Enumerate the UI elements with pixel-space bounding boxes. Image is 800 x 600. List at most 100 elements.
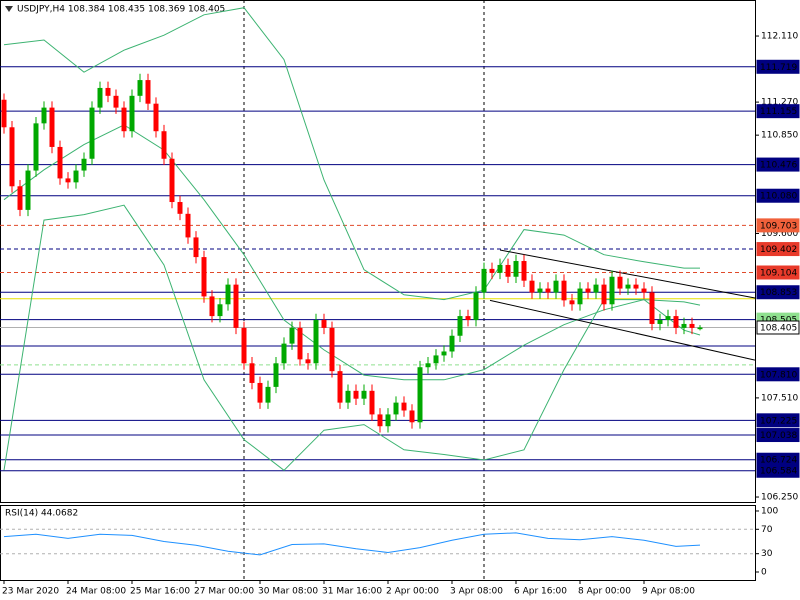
candle-body	[217, 304, 223, 317]
candle-body	[593, 284, 599, 293]
candle-body	[129, 95, 135, 132]
candle-body	[225, 284, 231, 305]
x-tick-label: 8 Apr 00:00	[578, 587, 631, 597]
level-label: 106.584	[760, 467, 797, 477]
candle-body	[481, 268, 487, 293]
level-label-bg	[756, 218, 800, 233]
candle-body	[409, 410, 415, 423]
y-tick-label: 109.600	[761, 229, 798, 239]
candle-body	[81, 158, 87, 171]
y-tick-label: 112.110	[761, 32, 798, 42]
candle-body	[313, 320, 319, 364]
candle-body	[433, 355, 439, 364]
candle-body	[585, 288, 591, 293]
y-tick-label: 107.510	[761, 393, 798, 403]
y-tick-label: 110.850	[761, 131, 798, 141]
candle-body	[673, 316, 679, 328]
candle-body	[689, 323, 695, 328]
candle-body	[233, 284, 239, 328]
y-tick-label: 106.250	[761, 493, 798, 503]
level-label-bg	[756, 265, 800, 280]
candle-body	[241, 327, 247, 364]
rsi-tick-label: 30	[761, 549, 773, 559]
candle-body	[633, 284, 639, 289]
candle-body	[473, 292, 479, 321]
candle-body	[489, 268, 495, 273]
candle-body	[289, 327, 295, 344]
level-label-bg	[756, 320, 800, 335]
candle-body	[17, 186, 23, 210]
candle-body	[417, 367, 423, 423]
x-tick-label: 23 Mar 2020	[2, 587, 59, 597]
bollinger-band	[3, 7, 700, 301]
symbol-icon	[5, 6, 13, 12]
candle-body	[73, 170, 79, 183]
level-label: 111.155	[760, 107, 797, 117]
candle-body	[57, 146, 63, 179]
level-label: 109.402	[760, 245, 797, 255]
candle-body	[65, 178, 71, 183]
rsi-line	[3, 532, 701, 556]
level-label-bg	[756, 413, 800, 428]
candle-body	[193, 237, 199, 258]
candle-body	[609, 276, 615, 305]
level-label-bg	[756, 242, 800, 257]
level-label-bg	[756, 188, 800, 203]
level-label-bg	[756, 428, 800, 443]
candle-body	[1, 99, 7, 128]
candle-body	[305, 359, 311, 364]
level-label-bg	[756, 367, 800, 382]
x-tick-label: 30 Mar 08:00	[258, 587, 318, 597]
candle-body	[345, 390, 351, 403]
candle-body	[377, 414, 383, 427]
candle-body	[121, 107, 127, 132]
candle-body	[665, 316, 671, 321]
candle-body	[441, 351, 447, 356]
candle-body	[561, 280, 567, 301]
candle-body	[465, 316, 471, 321]
x-tick-label: 31 Mar 16:00	[322, 587, 382, 597]
channel-line	[489, 299, 756, 361]
candle-body	[153, 103, 159, 132]
x-tick-label: 2 Apr 00:00	[386, 587, 439, 597]
level-label: 110.476	[760, 161, 797, 171]
rsi-label: RSI(14) 44.0682	[5, 509, 78, 519]
candle-body	[577, 288, 583, 305]
candle-body	[209, 296, 215, 317]
x-tick-label: 25 Mar 16:00	[130, 587, 190, 597]
candle-body	[185, 213, 191, 238]
candle-body	[273, 363, 279, 387]
candle-body	[105, 87, 111, 96]
candle-body	[641, 288, 647, 293]
rsi-tick-label: 100	[761, 506, 778, 516]
candle-body	[145, 80, 151, 104]
level-label-bg	[756, 59, 800, 74]
candle-body	[497, 264, 503, 273]
candle-body	[249, 363, 255, 383]
candle-body	[529, 280, 535, 293]
candle-body	[281, 343, 287, 364]
candle-body	[113, 95, 119, 108]
level-label: 111.719	[760, 63, 797, 73]
level-label-bg	[756, 157, 800, 172]
candle-body	[353, 390, 359, 399]
level-label: 110.080	[760, 192, 797, 202]
candle-body	[521, 261, 527, 281]
candle-body	[657, 320, 663, 324]
candle-body	[97, 87, 103, 108]
candle-body	[393, 402, 399, 415]
level-label: 109.104	[760, 269, 797, 279]
candle-body	[553, 280, 559, 293]
candle-body	[569, 300, 575, 305]
candle-body	[33, 123, 39, 171]
candle-body	[337, 371, 343, 403]
candle-body	[265, 386, 271, 403]
x-tick-label: 24 Mar 08:00	[66, 587, 126, 597]
level-label-bg	[756, 285, 800, 300]
candle-body	[169, 158, 175, 203]
rsi-tick-label: 70	[761, 525, 773, 535]
candle-body	[321, 320, 327, 328]
level-label: 107.225	[760, 416, 797, 426]
level-label: 106.724	[760, 456, 797, 466]
